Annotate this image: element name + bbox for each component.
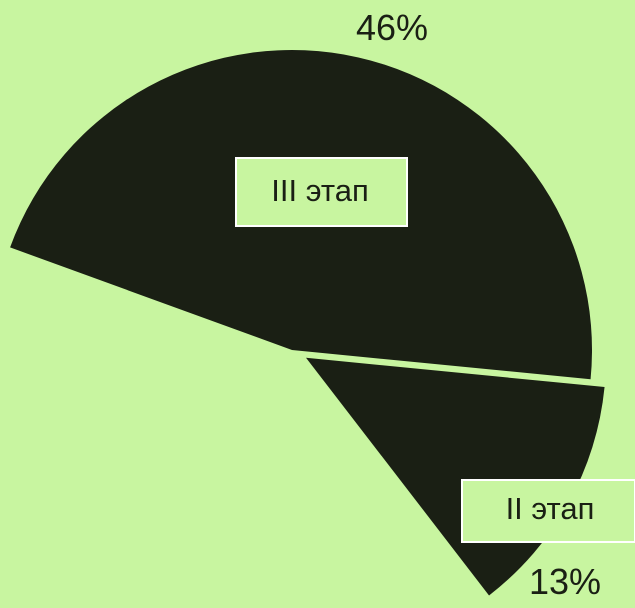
slice-label-1: III этап	[271, 173, 368, 208]
slice-label-box-2	[461, 479, 635, 543]
pie-slice-2	[305, 357, 605, 596]
slice-percent-2: 13%	[529, 561, 601, 602]
slice-label-2: II этап	[506, 491, 595, 526]
slice-label-box-1	[235, 157, 408, 227]
slice-percent-1: 46%	[356, 7, 428, 48]
